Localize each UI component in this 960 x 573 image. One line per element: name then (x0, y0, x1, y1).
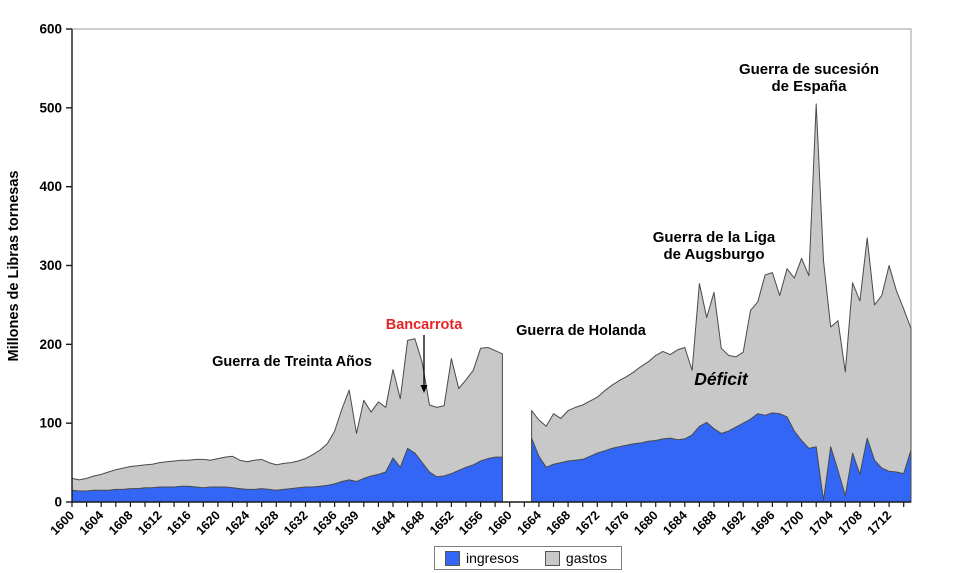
x-tick-label: 1676 (602, 508, 632, 538)
y-tick-label: 0 (54, 495, 62, 510)
y-tick-label: 600 (39, 22, 62, 37)
legend: ingresos gastos (434, 546, 623, 570)
x-tick-label: 1644 (369, 508, 399, 538)
y-tick-label: 500 (39, 100, 62, 115)
x-tick-label: 1636 (310, 508, 340, 538)
x-tick-label: 1628 (252, 508, 282, 538)
x-tick-label: 1700 (777, 508, 807, 538)
annotation-deficit: Déficit (694, 369, 749, 389)
x-tick-label: 1632 (281, 508, 311, 538)
y-axis-title: Millones de Libras tornesas (6, 171, 22, 362)
x-tick-label: 1608 (106, 508, 136, 538)
x-tick-label: 1668 (544, 508, 574, 538)
x-tick-label: 1680 (631, 508, 661, 538)
x-tick-label: 1664 (514, 508, 544, 538)
x-tick-label: 1660 (485, 508, 515, 538)
legend-item-ingresos: ingresos (445, 550, 519, 566)
annotation-augsburgo: Guerra de la Liga (653, 229, 776, 246)
ingresos-label: ingresos (466, 550, 519, 566)
y-tick-label: 400 (39, 179, 62, 194)
gastos-label: gastos (565, 550, 608, 566)
ingresos-area (531, 412, 912, 503)
x-tick-label: 1692 (719, 508, 749, 538)
x-tick-label: 1712 (865, 508, 895, 538)
ingresos-swatch (445, 550, 460, 566)
legend-item-gastos: gastos (544, 550, 608, 566)
y-tick-label: 300 (39, 258, 62, 273)
annotation-sucesion: Guerra de sucesión (739, 61, 879, 78)
gastos-area (531, 103, 912, 503)
x-tick-label: 1616 (164, 508, 194, 538)
x-tick-label: 1656 (456, 508, 486, 538)
ingresos-area (71, 447, 503, 503)
x-tick-label: 1600 (48, 508, 78, 538)
x-tick-label: 1652 (427, 508, 457, 538)
x-tick-label: 1708 (835, 508, 865, 538)
y-tick-label: 200 (39, 337, 62, 352)
annotation-bancarrota: Bancarrota (386, 317, 463, 333)
x-tick-label: 1684 (660, 508, 690, 538)
annotation-arrowhead (420, 385, 428, 393)
gastos-swatch (544, 550, 560, 566)
annotation-sucesion: de España (771, 78, 847, 95)
annotation-augsburgo: de Augsburgo (663, 246, 764, 263)
x-tick-label: 1639 (332, 508, 362, 538)
x-tick-label: 1672 (573, 508, 603, 538)
x-tick-label: 1612 (135, 508, 165, 538)
x-tick-label: 1624 (223, 508, 253, 538)
x-tick-label: 1696 (748, 508, 778, 538)
annotation-holanda: Guerra de Holanda (516, 323, 647, 339)
x-tick-label: 1620 (193, 508, 223, 538)
x-tick-label: 1604 (77, 508, 107, 538)
x-tick-label: 1648 (398, 508, 428, 538)
x-tick-label: 1688 (690, 508, 720, 538)
x-tick-label: 1704 (806, 508, 836, 538)
annotation-treinta: Guerra de Treinta Años (212, 354, 372, 370)
y-tick-label: 100 (39, 416, 62, 431)
